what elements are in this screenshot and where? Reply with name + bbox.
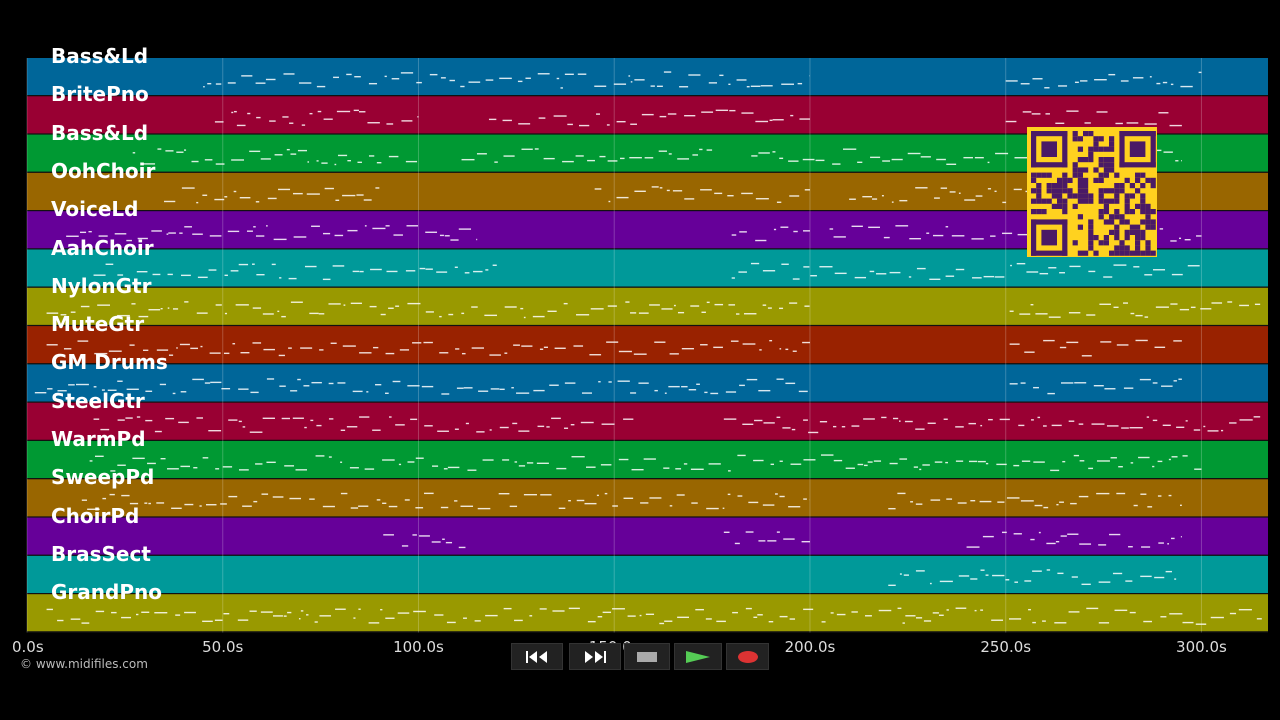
- track-lane: [27, 594, 1268, 632]
- tick-label: 200.0s: [784, 638, 836, 656]
- track-label: SteelGtr: [51, 388, 145, 413]
- qr-code-image: [1027, 127, 1157, 257]
- track-label: Bass&Ld: [51, 120, 149, 145]
- rewind-button[interactable]: [511, 643, 563, 670]
- track-label: VoiceLd: [51, 197, 139, 222]
- track-label: GM Drums: [51, 350, 168, 375]
- rewind-icon: [526, 650, 547, 663]
- track-label: NylonGtr: [51, 273, 152, 298]
- tick-label: 250.0s: [980, 638, 1032, 656]
- track-label: OohChoir: [51, 158, 156, 183]
- fast-forward-icon: [585, 650, 606, 663]
- play-button[interactable]: [674, 643, 722, 670]
- tick-label: 0.0s: [12, 638, 44, 656]
- play-icon: [686, 650, 710, 663]
- track-label: ChoirPd: [51, 503, 140, 528]
- tick-label: 300.0s: [1176, 638, 1227, 656]
- transport-controls: [511, 643, 769, 670]
- track-label: WarmPd: [51, 427, 146, 451]
- track-lane: [27, 402, 1268, 440]
- track-label: AahChoir: [51, 235, 154, 260]
- track-label: BritePno: [51, 82, 149, 107]
- track-lane: [27, 555, 1268, 594]
- track-lane: [27, 287, 1268, 326]
- track-lane: [27, 479, 1268, 517]
- stop-icon: [637, 651, 657, 662]
- track-lane: [27, 326, 1268, 364]
- tick-label: 50.0s: [202, 638, 244, 656]
- track-lane: [27, 517, 1268, 555]
- stop-button[interactable]: [624, 643, 670, 670]
- record-icon: [737, 650, 758, 663]
- track-label: SweepPd: [51, 465, 155, 490]
- track-label: MuteGtr: [51, 312, 145, 337]
- qr-code: [1027, 127, 1157, 257]
- tick-label: 100.0s: [393, 638, 444, 656]
- track-lane: [27, 58, 1268, 96]
- track-label: BrasSect: [51, 541, 151, 566]
- track-label: GrandPno: [51, 580, 162, 605]
- record-button[interactable]: [726, 643, 769, 670]
- track-label: Bass&Ld: [51, 44, 149, 68]
- fast-forward-button[interactable]: [569, 643, 621, 670]
- copyright-text: © www.midifiles.com: [20, 657, 148, 671]
